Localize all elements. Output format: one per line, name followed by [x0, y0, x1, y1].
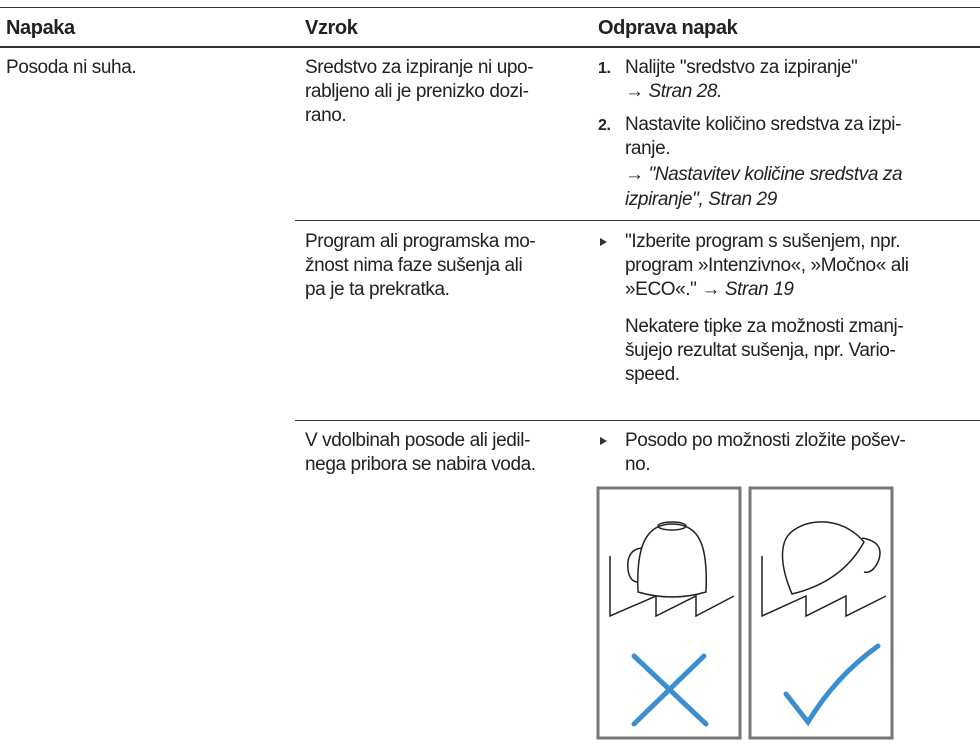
step-text: Nastavite količino sredstva za izpi-: [625, 114, 901, 135]
illustration: [596, 486, 894, 740]
step-text: ranje.: [625, 138, 671, 159]
rule: [295, 420, 980, 421]
problem: Posoda ni suha.: [6, 57, 137, 78]
reference: → "Nastavitev količine sredstva za: [625, 164, 903, 185]
note: šujejo rezultat sušenja, npr. Vario-: [625, 340, 896, 361]
cause-line: rano.: [305, 105, 347, 126]
rule: [0, 46, 980, 48]
remedy-text: Posodo po možnosti zložite pošev-: [625, 430, 906, 451]
remedy-text: no.: [625, 454, 651, 475]
cause-line: Sredstvo za izpiranje ni upo-: [305, 57, 534, 78]
rule: [0, 7, 980, 8]
reference: → Stran 28.: [625, 81, 722, 102]
cause-line: nega pribora se nabira voda.: [305, 454, 536, 475]
step-text: Nalijte "sredstvo za izpiranje": [625, 57, 858, 78]
header-cell: Odprava napak: [598, 17, 738, 39]
cause-line: žnost nima faze sušenja ali: [305, 255, 523, 276]
remedy-text: »ECO«.": [625, 279, 697, 300]
step-number: 1.: [598, 60, 611, 77]
step-number: 2.: [598, 117, 611, 134]
note: Nekatere tipke za možnosti zmanj-: [625, 316, 904, 337]
reference: izpiranje", Stran 29: [625, 189, 777, 210]
rule: [295, 220, 980, 221]
note: speed.: [625, 364, 680, 385]
remedy-line: »ECO«." → Stran 19: [625, 279, 794, 301]
cause-line: rabljeno ali je prenizko dozi-: [305, 81, 529, 102]
header-cell: Napaka: [6, 17, 75, 39]
cause-line: Program ali programska mo-: [305, 231, 536, 252]
bullet: [600, 238, 607, 246]
header-cell: Vzrok: [305, 17, 358, 39]
cause-line: pa je ta prekratka.: [305, 279, 450, 300]
remedy-text: "Izberite program s sušenjem, npr.: [625, 231, 901, 252]
bullet: [600, 437, 607, 445]
reference: → Stran 19: [701, 279, 794, 300]
cause-line: V vdolbinah posode ali jedil-: [305, 430, 531, 451]
remedy-text: program »Intenzivno«, »Močno« ali: [625, 255, 909, 276]
